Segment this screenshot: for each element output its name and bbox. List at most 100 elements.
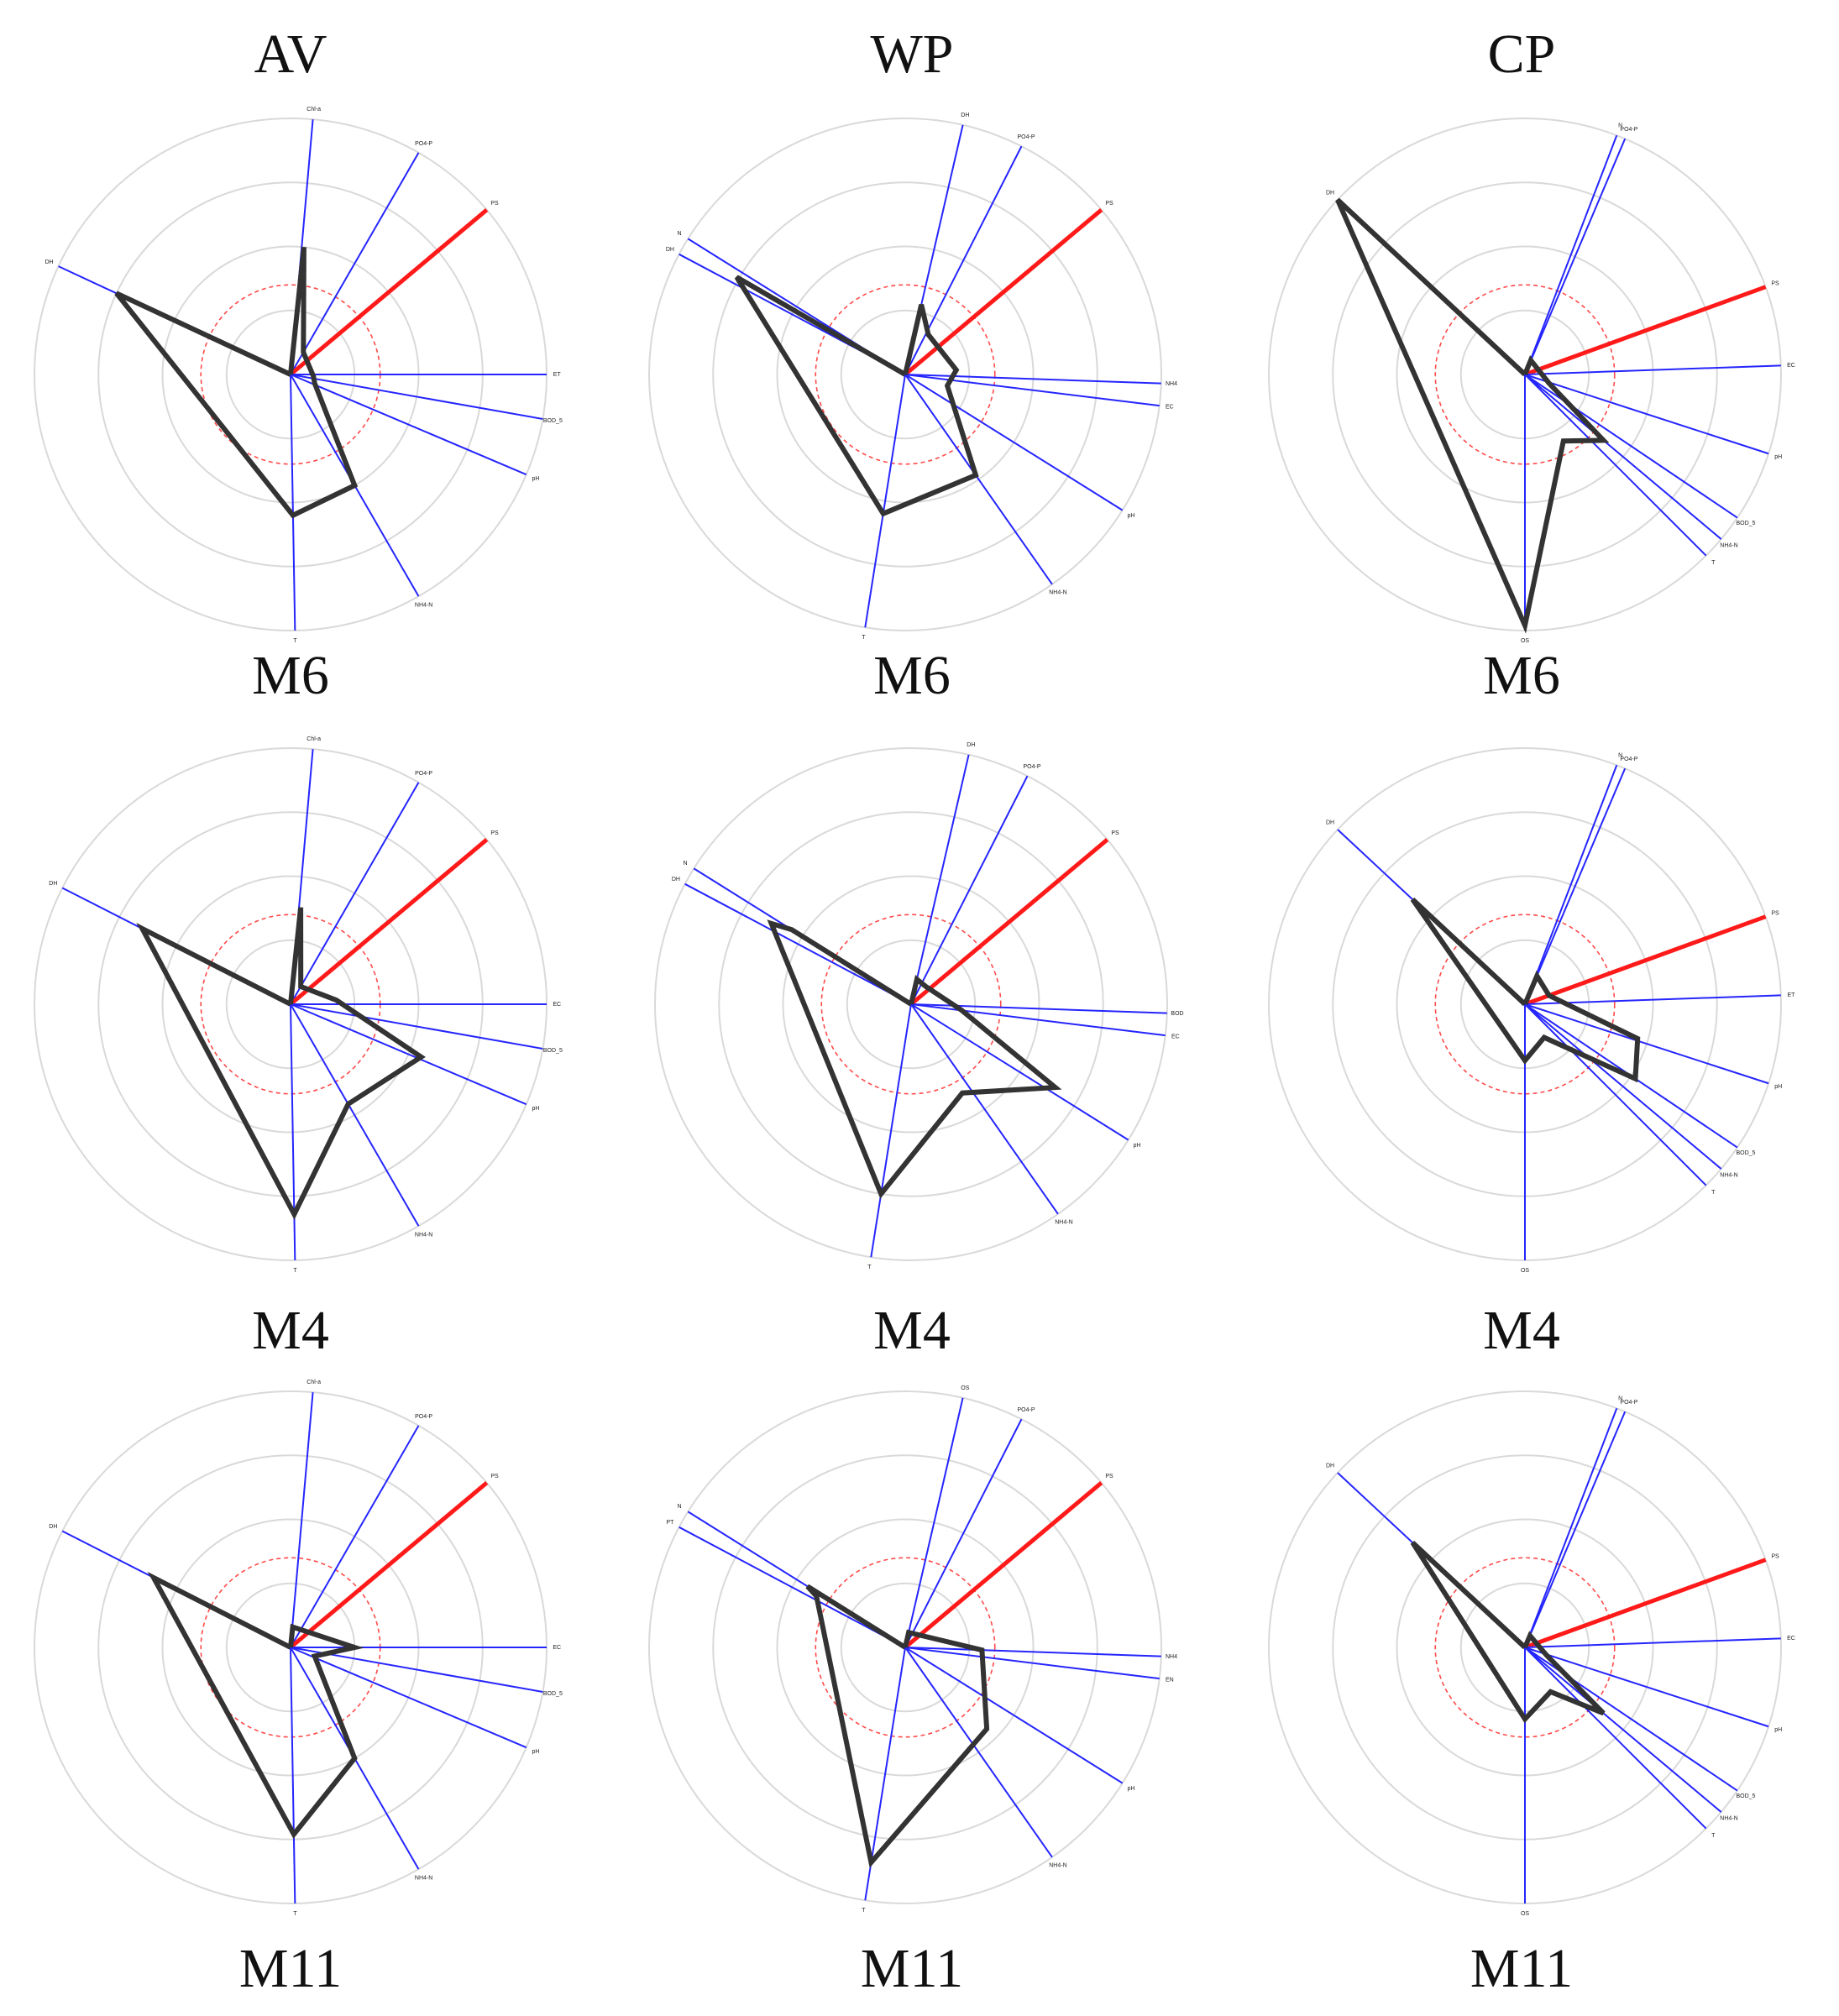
row-label-m11-wp: M11 [860,1938,964,1999]
axis-label: T [1711,1190,1716,1196]
highlight-axis-line [904,1481,1103,1649]
row-label-m11-av: M11 [238,1938,343,1999]
axis-label: T [862,1908,866,1914]
axis-label: NH4-N [1055,1220,1072,1226]
axis-label: DH [49,1524,57,1530]
column-title-av: AV [254,24,327,85]
axis-label: PS [1771,280,1779,286]
axis-line [290,1003,543,1050]
row-label-m11-cp: M11 [1470,1938,1574,1999]
value-polygon [1335,197,1610,634]
axis-label: PO4-P [1023,764,1040,770]
row-label-m4-av: M4 [252,1300,329,1361]
axis-label: PS [1105,201,1113,207]
axis-label: DH [666,247,674,253]
axis-label: BOD_5 [543,418,563,424]
axis-label: T [1711,560,1716,566]
axis-label: BOD_5 [1736,521,1755,526]
value-polygon [805,1584,990,1868]
axis-line [1524,1003,1707,1186]
axis-line [290,1392,314,1648]
highlight-axis-line [909,838,1109,1006]
value-polygon [1410,898,1641,1083]
axis-line [290,374,527,476]
value-polygon [1410,1541,1606,1724]
radar-wp-m4: DH PO4-P PS BOD EC pH NH4-N T DH N [654,742,1184,1270]
axis-line [678,1526,906,1648]
axis-label: PO4-P [1017,134,1035,140]
threshold-ring [1434,1557,1616,1738]
row-label-m6-cp: M6 [1483,645,1560,706]
grid-ring [712,1454,1098,1841]
axis-label: pH [1128,513,1135,519]
axis-label: PS [1771,910,1779,916]
axis-line [1524,134,1618,375]
axis-label: OS [1521,638,1529,644]
axis-line [904,1418,1023,1648]
axis-line [1524,767,1627,1005]
axis-line [1524,1637,1781,1648]
axis-label: PS [490,201,499,207]
axis-line [290,1003,527,1106]
axis-line [1524,1647,1707,1830]
axis-line [290,1647,296,1903]
row-label-m4-wp: M4 [873,1300,951,1361]
axis-label: OS [1521,1911,1529,1917]
axis-label: NH4 [1166,1654,1177,1660]
axis-label: EN [1166,1678,1174,1683]
axis-line [904,1647,1160,1680]
axis-label: BOD_5 [1736,1150,1755,1156]
axis-line [1524,1003,1722,1170]
axis-label: Chl-a [306,107,321,113]
axis-line [290,1003,420,1227]
axis-label: NH4-N [415,1876,432,1882]
axis-label: NH4-N [1720,1173,1737,1179]
axis-label: BOD_5 [543,1048,563,1054]
axis-line [290,374,296,631]
axis-label: DH [49,881,57,887]
axis-label: EC [553,1645,561,1651]
axis-label: pH [1774,1084,1782,1090]
axis-label: DH [961,113,969,118]
threshold-ring [815,1557,996,1738]
axis-line [1524,1003,1769,1085]
axis-label: T [862,635,866,641]
grid-ring [840,309,971,440]
highlight-axis-line [289,1481,489,1649]
value-polygon [136,907,426,1220]
axis-label: DH [1326,191,1334,196]
row-label-m6-av: M6 [252,645,329,706]
axis-label: PS [1105,1474,1113,1479]
axis-label: PT [666,1520,674,1526]
axis-label: pH [532,1749,540,1755]
row-label-m4-cp: M4 [1483,1300,1560,1361]
axis-label: PO4-P [415,141,432,147]
axis-line [904,374,1161,385]
axis-label: pH [532,476,540,482]
grid-ring [648,118,1162,631]
axis-label: NH4-N [1720,543,1737,549]
axis-label: N [677,1504,681,1510]
radar-av-m11: Chl-a PO4-P PS EC BOD_5 pH NH4-N T DH [34,1380,563,1917]
axis-label: T [293,1268,297,1274]
axis-label: PO4-P [1620,1400,1637,1406]
axis-line [290,1647,543,1693]
threshold-ring [1434,284,1616,465]
axis-label: BOD_5 [1736,1793,1755,1799]
axis-label: T [293,1911,297,1917]
axis-line [910,775,1029,1005]
axis-line [1524,364,1781,375]
axis-label: NH4-N [415,603,432,609]
axis-line [904,1647,1053,1858]
axis-label: OS [1521,1268,1529,1274]
value-polygon [147,1571,364,1839]
grid-ring [654,747,1168,1261]
axis-line [904,374,1160,407]
highlight-axis-line [1524,1558,1767,1650]
axis-label: ET [1788,992,1796,998]
highlight-axis-line [289,208,489,376]
